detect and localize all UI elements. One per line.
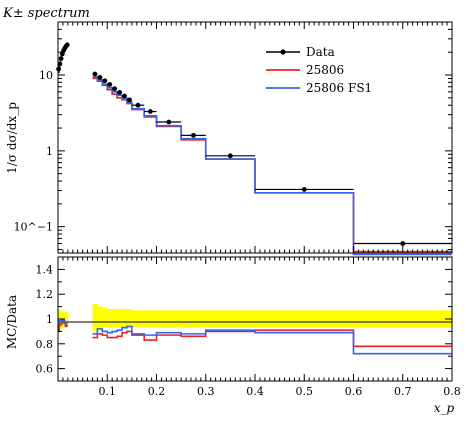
data-point — [227, 153, 233, 159]
x-tick-label: 0.1 — [99, 385, 117, 398]
series-line-25806 — [58, 45, 452, 253]
x-tick-label: 0.8 — [443, 385, 461, 398]
ratio-panel: 0.6 0.8 1 1.2 1.4 0.1 0.2 0.3 0.4 0.5 0.6 0.7 0.8 M… — [5, 256, 461, 398]
legend: Data 25806 25806 FS1 — [266, 45, 372, 95]
legend-label: 25806 FS1 — [306, 81, 372, 95]
data-point — [117, 89, 122, 95]
band-segment — [102, 307, 108, 328]
band-segment — [112, 309, 118, 328]
data-point — [92, 71, 98, 77]
data-point — [191, 132, 196, 138]
data-point — [147, 109, 153, 114]
data-points-layer — [56, 42, 452, 246]
data-point — [127, 97, 132, 103]
band-segment — [97, 306, 103, 329]
data-point — [301, 187, 307, 192]
y-tick-label: 0.6 — [36, 363, 54, 376]
data-point — [57, 61, 63, 67]
band-segment — [59, 310, 61, 329]
legend-label: 25806 — [306, 63, 344, 77]
band-segment — [353, 310, 453, 328]
band-segment — [205, 310, 256, 328]
y-tick-label: 10^−1 — [14, 221, 53, 234]
band-segment — [131, 310, 145, 328]
x-tick-label: 0.5 — [296, 385, 314, 398]
band-segment — [92, 304, 98, 332]
data-point — [107, 82, 113, 87]
ratio-x-ticks: 0.1 0.2 0.3 0.4 0.5 0.6 0.7 0.8 — [57, 257, 461, 398]
data-point — [112, 86, 118, 92]
x-tick-label: 0.3 — [197, 385, 215, 398]
band-segment — [107, 309, 113, 328]
main-x-ticks — [57, 22, 453, 253]
y-tick-label: 1.2 — [36, 288, 54, 301]
ratio-y-ticks: 0.6 0.8 1 1.2 1.4 — [36, 256, 452, 382]
main-panel: 10^−1 1 10 1/σ dσ/dx_p Data 25806 25806 FS1 — [5, 21, 453, 256]
x-tick-label: 0.6 — [345, 385, 363, 398]
y-tick-label: 1 — [46, 313, 53, 326]
y-tick-label: 10 — [39, 69, 53, 82]
data-point — [64, 42, 70, 48]
uncertainty-band — [58, 304, 453, 332]
main-y-axis-label: 1/σ dσ/dx_p — [5, 102, 19, 174]
band-segment — [126, 309, 133, 328]
main-y-ticks: 10^−1 1 10 — [14, 21, 452, 251]
y-tick-label: 1 — [46, 145, 53, 158]
chart-title: K± spectrum — [2, 6, 90, 21]
data-point — [102, 78, 108, 84]
band-segment — [181, 310, 207, 328]
band-segment — [144, 310, 157, 328]
x-tick-label: 0.7 — [394, 385, 412, 398]
band-segment — [66, 311, 69, 327]
data-point — [97, 75, 103, 80]
legend-marker — [280, 49, 286, 55]
data-point — [166, 119, 172, 125]
legend-label: Data — [306, 45, 335, 59]
data-point — [400, 241, 406, 246]
data-point — [58, 56, 64, 61]
main-series-layer — [58, 45, 452, 256]
data-point — [56, 66, 62, 72]
x-tick-label: 0.2 — [148, 385, 166, 398]
data-point — [135, 102, 141, 108]
ratio-y-axis-label: MC/Data — [5, 295, 19, 349]
y-tick-label: 0.8 — [36, 338, 54, 351]
band-segment — [65, 311, 68, 327]
band-segment — [255, 310, 354, 328]
y-tick-label: 1.4 — [36, 263, 54, 276]
ratio-series-layer — [58, 319, 452, 355]
x-tick-label: 0.4 — [246, 385, 264, 398]
main-plot-frame — [57, 21, 453, 254]
ratio-line-25806-fs1 — [58, 319, 452, 355]
band-segment — [122, 309, 128, 328]
band-segment — [156, 310, 182, 328]
band-segment — [117, 309, 123, 328]
series-line-25806-fs1 — [58, 45, 452, 256]
x-axis-label: x_p — [434, 401, 455, 415]
data-point — [122, 93, 127, 99]
